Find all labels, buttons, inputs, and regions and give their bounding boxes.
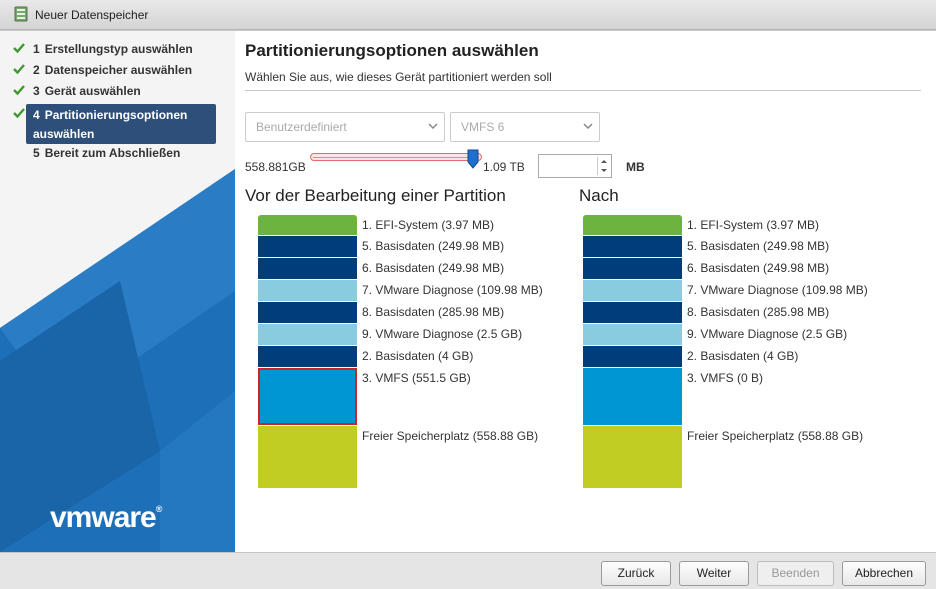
chevron-down-icon (428, 123, 438, 130)
step-5[interactable]: 5 Bereit zum Abschließen (0, 145, 235, 166)
partition-segment[interactable] (583, 215, 682, 235)
partition-segment[interactable] (583, 368, 682, 425)
step-label: Datenspeicher auswählen (44, 63, 193, 77)
partition-label: 9. VMware Diagnose (2.5 GB) (687, 327, 848, 341)
partition-segment[interactable] (258, 236, 357, 257)
filesystem-value: VMFS 6 (461, 120, 505, 134)
partition-segment[interactable] (258, 426, 357, 488)
datastore-icon (14, 6, 28, 22)
partition-label: 7. VMware Diagnose (109.98 MB) (362, 283, 543, 297)
logo-registered-mark: ® (155, 504, 163, 514)
partition-label: 7. VMware Diagnose (109.98 MB) (687, 283, 868, 297)
check-icon (13, 85, 25, 96)
spinner-down-icon[interactable] (599, 166, 609, 175)
step-2[interactable]: 2 Datenspeicher auswählen (0, 62, 235, 83)
step-label: Bereit zum Abschließen (44, 146, 181, 160)
partition-segment[interactable] (258, 258, 357, 279)
partition-segment[interactable] (258, 280, 357, 301)
chevron-down-icon (583, 123, 593, 130)
partition-scheme-value: Benutzerdefiniert (256, 120, 347, 134)
step-label: Erstellungstyp auswählen (44, 42, 193, 56)
window-titlebar: Neuer Datenspeicher (0, 0, 936, 30)
size-unit: MB (626, 160, 645, 174)
step-number: 1 (33, 42, 40, 56)
partition-label: Freier Speicherplatz (558.88 GB) (362, 429, 539, 443)
step-number: 2 (33, 63, 40, 77)
step-label: Partitionierungsoptionen auswählen (33, 108, 188, 141)
partition-label: 1. EFI-System (3.97 MB) (362, 218, 495, 232)
step-1[interactable]: 1 Erstellungstyp auswählen (0, 41, 235, 62)
finish-button[interactable]: Beenden (757, 561, 834, 586)
partition-segment[interactable] (583, 426, 682, 488)
partition-bar-after (583, 215, 682, 491)
partition-label: 5. Basisdaten (249.98 MB) (362, 239, 505, 253)
partition-segment[interactable] (583, 346, 682, 367)
partition-label: 2. Basisdaten (4 GB) (362, 349, 474, 363)
step-label: Gerät auswählen (44, 84, 141, 98)
divider (245, 90, 921, 91)
partition-label: 9. VMware Diagnose (2.5 GB) (362, 327, 523, 341)
size-max-label: 1.09 TB (483, 160, 525, 174)
step-4[interactable]: 4 Partitionierungsoptionen auswählen (13, 104, 216, 144)
partition-segment[interactable] (258, 215, 357, 235)
partition-label: 2. Basisdaten (4 GB) (687, 349, 799, 363)
partition-label: 3. VMFS (0 B) (687, 371, 764, 385)
cancel-button[interactable]: Abbrechen (842, 561, 926, 586)
partition-label: 8. Basisdaten (285.98 MB) (687, 305, 830, 319)
logo-text: vmware (50, 501, 157, 534)
partition-scheme-select[interactable]: Benutzerdefiniert (245, 112, 445, 142)
size-min-label: 558.881GB (245, 160, 306, 174)
size-slider-handle[interactable] (467, 149, 479, 169)
wizard-content: Partitionierungsoptionen auswählen Wähle… (235, 31, 936, 552)
after-title: Nach (579, 186, 619, 205)
check-icon (13, 64, 25, 75)
sidebar-decoration (0, 169, 235, 552)
next-button[interactable]: Weiter (679, 561, 749, 586)
wizard-sidebar: 1 Erstellungstyp auswählen 2 Datenspeicher… (0, 31, 235, 552)
partition-label: 6. Basisdaten (249.98 MB) (362, 261, 505, 275)
check-icon (13, 43, 25, 54)
partition-label: 6. Basisdaten (249.98 MB) (687, 261, 830, 275)
partition-segment[interactable] (583, 280, 682, 301)
partition-segment[interactable] (258, 368, 357, 425)
partition-label: 8. Basisdaten (285.98 MB) (362, 305, 505, 319)
partition-segment[interactable] (258, 346, 357, 367)
vmware-logo: vmware® (50, 501, 163, 535)
partition-segment[interactable] (583, 302, 682, 323)
page-subtitle: Wählen Sie aus, wie dieses Gerät partiti… (245, 70, 552, 84)
page-title: Partitionierungsoptionen auswählen (245, 41, 539, 60)
size-input[interactable] (538, 154, 612, 178)
partition-segment[interactable] (583, 324, 682, 345)
step-number: 4 (33, 108, 40, 122)
partition-segment[interactable] (258, 302, 357, 323)
partition-label: 3. VMFS (551.5 GB) (362, 371, 471, 385)
check-icon (13, 108, 25, 119)
filesystem-select[interactable]: VMFS 6 (450, 112, 600, 142)
partition-label: 1. EFI-System (3.97 MB) (687, 218, 820, 232)
size-spinner (597, 157, 609, 175)
partition-segment[interactable] (258, 324, 357, 345)
step-number: 3 (33, 84, 40, 98)
step-number: 5 (33, 146, 40, 160)
partition-label: Freier Speicherplatz (558.88 GB) (687, 429, 864, 443)
partition-label: 5. Basisdaten (249.98 MB) (687, 239, 830, 253)
spinner-up-icon[interactable] (599, 157, 609, 166)
partition-segment[interactable] (583, 236, 682, 257)
window-title: Neuer Datenspeicher (35, 8, 149, 22)
wizard-footer: Zurück Weiter Beenden Abbrechen (0, 552, 936, 589)
partition-segment[interactable] (583, 258, 682, 279)
step-3[interactable]: 3 Gerät auswählen (0, 83, 235, 104)
size-slider-track[interactable] (310, 153, 482, 161)
wizard-steps: 1 Erstellungstyp auswählen 2 Datenspeicher… (0, 41, 235, 166)
back-button[interactable]: Zurück (601, 561, 671, 586)
before-title: Vor der Bearbeitung einer Partition (245, 186, 506, 205)
partition-bar-before (258, 215, 357, 491)
